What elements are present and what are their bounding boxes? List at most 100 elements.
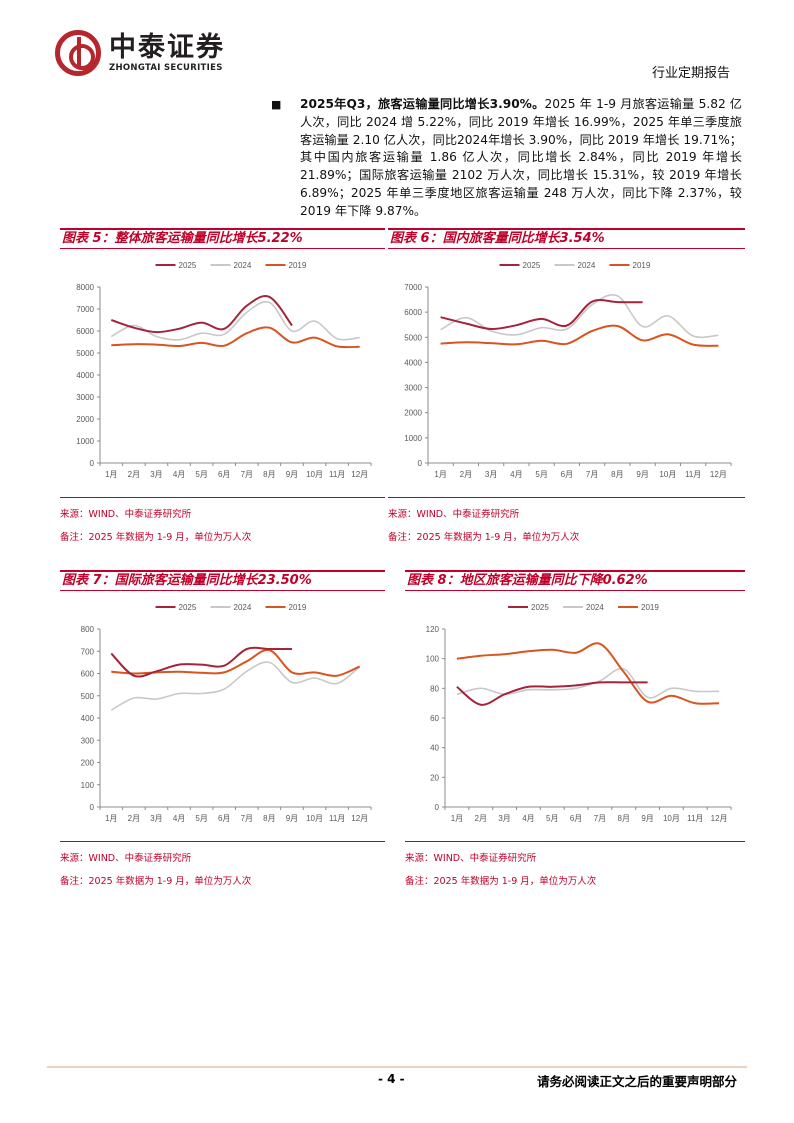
chart-6: 0 1000 2000 3000 4000 5000 6000 7000 1月 2月 3月 4月 5月 6… xyxy=(404,261,732,479)
series-line-2019 xyxy=(111,648,361,677)
bullet-icon: ■ xyxy=(271,98,282,111)
x-tick-label: 12月 xyxy=(710,470,727,479)
series-line-2025 xyxy=(456,681,648,706)
x-tick-label: 8月 xyxy=(611,470,623,479)
y-tick-label: 100 xyxy=(81,781,95,790)
x-tick-label: 7月 xyxy=(586,470,598,479)
y-tick-label: 0 xyxy=(418,459,423,468)
y-tick-label: 3000 xyxy=(404,384,422,393)
figure-note: 备注：2025 年数据为 1-9 月，单位为万人次 xyxy=(60,876,252,887)
y-tick-label: 200 xyxy=(81,759,95,768)
company-logo: 中泰证券 ZHONGTAI SECURITIES xyxy=(55,30,225,76)
x-tick-label: 3月 xyxy=(498,814,510,823)
y-tick-label: 7000 xyxy=(76,305,94,314)
figure-note: 备注：2025 年数据为 1-9 月，单位为万人次 xyxy=(405,876,597,887)
y-tick-label: 0 xyxy=(435,803,440,812)
report-type: 行业定期报告 xyxy=(651,66,730,81)
footer-disclaimer: 请务必阅读正文之后的重要声明部分 xyxy=(536,1074,737,1089)
y-tick-label: 3000 xyxy=(76,393,94,402)
x-tick-label: 9月 xyxy=(636,470,648,479)
y-tick-label: 2000 xyxy=(404,409,422,418)
series-line-2025 xyxy=(440,299,643,331)
figure-note: 备注：2025 年数据为 1-9 月，单位为万人次 xyxy=(388,532,580,543)
logo-icon xyxy=(55,30,101,76)
footer-divider xyxy=(47,1066,747,1068)
x-tick-label: 4月 xyxy=(173,814,185,823)
figure-note: 备注：2025 年数据为 1-9 月，单位为万人次 xyxy=(60,532,252,543)
y-tick-label: 4000 xyxy=(404,358,422,367)
x-tick-label: 8月 xyxy=(618,814,630,823)
legend-label-2019: 2019 xyxy=(641,603,659,612)
y-tick-label: 1000 xyxy=(76,437,94,446)
x-tick-label: 9月 xyxy=(286,814,298,823)
summary-text: 2025 年 1-9 月旅客运输量 5.82 亿人次，同比 2024 增 5.2… xyxy=(300,97,742,218)
y-tick-label: 100 xyxy=(426,655,440,664)
legend-label-2024: 2024 xyxy=(586,603,604,612)
y-tick-label: 80 xyxy=(430,684,439,693)
x-tick-label: 7月 xyxy=(594,814,606,823)
figure-title: 图表 6：国内旅客量同比增长3.54% xyxy=(388,228,745,249)
series-line-2024 xyxy=(110,661,361,711)
figure-source: 来源：WIND、中泰证券研究所 xyxy=(60,853,192,864)
figure-title: 图表 8：地区旅客运输量同比下降0.62% xyxy=(405,570,745,591)
figure-source: 来源：WIND、中泰证券研究所 xyxy=(60,509,192,520)
figure-8: 图表 8：地区旅客运输量同比下降0.62% 0 20 40 60 80 100 120 1月 2… xyxy=(405,570,745,887)
figure-source: 来源：WIND、中泰证券研究所 xyxy=(388,509,520,520)
x-tick-label: 10月 xyxy=(663,814,680,823)
y-tick-label: 4000 xyxy=(76,371,94,380)
logo-en: ZHONGTAI SECURITIES xyxy=(109,63,223,73)
logo-cn: 中泰证券 xyxy=(109,32,225,63)
figure-5: 图表 5：整体旅客运输量同比增长5.22% 0 1000 2000 3000 4000 5… xyxy=(60,228,385,543)
legend-label-2025: 2025 xyxy=(179,603,197,612)
x-tick-label: 11月 xyxy=(687,814,703,823)
summary-bold: 2025年Q3，旅客运输量同比增长3.90%。 xyxy=(300,97,545,111)
y-tick-label: 5000 xyxy=(76,349,94,358)
x-tick-label: 6月 xyxy=(561,470,573,479)
figure-6: 图表 6：国内旅客量同比增长3.54% 0 1000 2000 3000 4000 500… xyxy=(388,228,745,543)
x-tick-label: 11月 xyxy=(685,470,701,479)
x-tick-label: 12月 xyxy=(711,814,728,823)
x-tick-label: 1月 xyxy=(451,814,463,823)
x-tick-label: 2月 xyxy=(475,814,487,823)
x-tick-label: 7月 xyxy=(241,814,253,823)
x-tick-label: 7月 xyxy=(241,470,253,479)
chart-8: 0 20 40 60 80 100 120 1月 2月 3月 4月 5月 6月 7月 8月 9月 10月 11月 1… xyxy=(426,603,732,823)
legend-label-2024: 2024 xyxy=(234,603,252,612)
x-tick-label: 10月 xyxy=(659,470,676,479)
x-tick-label: 5月 xyxy=(195,470,207,479)
legend-label-2024: 2024 xyxy=(234,261,252,270)
x-tick-label: 3月 xyxy=(485,470,497,479)
x-tick-label: 10月 xyxy=(306,814,323,823)
y-tick-label: 40 xyxy=(430,744,439,753)
series-line-2025 xyxy=(110,646,292,678)
figure-title: 图表 7：国际旅客运输量同比增长23.50% xyxy=(60,570,385,591)
x-tick-label: 6月 xyxy=(218,470,230,479)
legend-label-2019: 2019 xyxy=(289,261,307,270)
x-tick-label: 5月 xyxy=(546,814,558,823)
x-tick-label: 5月 xyxy=(195,814,207,823)
series-line-2019 xyxy=(111,326,360,349)
chart-7: 0 100 200 300 400 500 600 700 800 1月 2月 3月 4月 5月 6月 7月 8… xyxy=(81,603,372,823)
y-tick-label: 500 xyxy=(81,692,95,701)
legend-label-2025: 2025 xyxy=(179,261,197,270)
y-tick-label: 6000 xyxy=(76,327,94,336)
x-tick-label: 2月 xyxy=(460,470,472,479)
x-tick-label: 4月 xyxy=(510,470,522,479)
y-tick-label: 800 xyxy=(81,625,95,634)
legend-label-2019: 2019 xyxy=(633,261,651,270)
figure-7: 图表 7：国际旅客运输量同比增长23.50% 0 100 200 300 400 500 6… xyxy=(60,570,385,887)
legend-label-2024: 2024 xyxy=(578,261,596,270)
figure-source: 来源：WIND、中泰证券研究所 xyxy=(405,853,537,864)
x-tick-label: 11月 xyxy=(329,470,345,479)
series-line-2025 xyxy=(110,295,293,334)
x-tick-label: 2月 xyxy=(128,470,140,479)
x-tick-label: 11月 xyxy=(329,814,345,823)
x-tick-label: 2月 xyxy=(128,814,140,823)
x-tick-label: 3月 xyxy=(150,814,162,823)
x-tick-label: 9月 xyxy=(641,814,653,823)
x-tick-label: 10月 xyxy=(306,470,323,479)
x-tick-label: 1月 xyxy=(105,470,117,479)
x-tick-label: 6月 xyxy=(570,814,582,823)
x-tick-label: 8月 xyxy=(263,470,275,479)
x-tick-label: 12月 xyxy=(351,470,368,479)
